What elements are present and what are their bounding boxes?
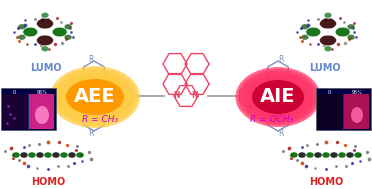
- Ellipse shape: [18, 24, 26, 29]
- Ellipse shape: [246, 75, 311, 119]
- Text: AEE: AEE: [74, 88, 116, 106]
- Ellipse shape: [235, 67, 321, 127]
- Text: N: N: [174, 91, 180, 101]
- Ellipse shape: [324, 46, 332, 51]
- Ellipse shape: [320, 18, 336, 29]
- Text: R: R: [88, 54, 94, 64]
- Ellipse shape: [338, 152, 346, 158]
- Text: R: R: [278, 54, 284, 64]
- Ellipse shape: [76, 152, 84, 158]
- Ellipse shape: [301, 35, 309, 40]
- Ellipse shape: [248, 77, 308, 117]
- Ellipse shape: [238, 69, 318, 125]
- Ellipse shape: [62, 76, 128, 118]
- Ellipse shape: [52, 68, 138, 126]
- Ellipse shape: [52, 27, 67, 37]
- Ellipse shape: [64, 35, 72, 40]
- Ellipse shape: [23, 27, 38, 37]
- Ellipse shape: [301, 24, 309, 29]
- Text: 0: 0: [327, 90, 331, 94]
- Ellipse shape: [58, 72, 132, 122]
- Ellipse shape: [314, 152, 322, 158]
- Text: R: R: [88, 129, 94, 138]
- Text: N: N: [192, 91, 198, 101]
- Ellipse shape: [330, 152, 338, 158]
- FancyBboxPatch shape: [1, 88, 56, 130]
- Text: R = CH₃: R = CH₃: [82, 115, 118, 125]
- Ellipse shape: [68, 152, 76, 158]
- Ellipse shape: [252, 80, 304, 114]
- Ellipse shape: [351, 107, 363, 123]
- Ellipse shape: [241, 71, 315, 123]
- Text: AIE: AIE: [260, 88, 296, 106]
- Text: R: R: [278, 129, 284, 138]
- Ellipse shape: [290, 152, 298, 158]
- Ellipse shape: [41, 13, 49, 18]
- Ellipse shape: [298, 152, 306, 158]
- Text: N: N: [108, 91, 114, 101]
- Ellipse shape: [64, 24, 72, 29]
- Ellipse shape: [346, 152, 354, 158]
- Text: 0: 0: [12, 90, 16, 94]
- Ellipse shape: [306, 27, 321, 37]
- FancyBboxPatch shape: [29, 94, 54, 129]
- Ellipse shape: [41, 46, 49, 51]
- Ellipse shape: [55, 70, 135, 124]
- Text: N: N: [258, 91, 264, 101]
- FancyBboxPatch shape: [2, 94, 27, 129]
- Ellipse shape: [36, 35, 54, 46]
- Ellipse shape: [306, 152, 314, 158]
- Text: 95%: 95%: [352, 90, 362, 94]
- Text: LUMO: LUMO: [30, 63, 62, 73]
- Text: HOMO: HOMO: [309, 177, 343, 187]
- Ellipse shape: [35, 106, 49, 124]
- Ellipse shape: [322, 152, 330, 158]
- Ellipse shape: [44, 152, 52, 158]
- Ellipse shape: [324, 13, 332, 18]
- Ellipse shape: [66, 79, 124, 115]
- Text: HOMO: HOMO: [31, 177, 65, 187]
- Ellipse shape: [60, 74, 130, 120]
- Text: R = OCH₃: R = OCH₃: [250, 115, 294, 125]
- Ellipse shape: [347, 24, 355, 29]
- Text: 95%: 95%: [36, 90, 47, 94]
- Ellipse shape: [12, 152, 20, 158]
- Ellipse shape: [52, 152, 60, 158]
- Ellipse shape: [335, 27, 350, 37]
- Ellipse shape: [28, 152, 36, 158]
- Ellipse shape: [36, 152, 44, 158]
- Ellipse shape: [320, 35, 336, 46]
- Ellipse shape: [60, 152, 68, 158]
- Ellipse shape: [20, 152, 28, 158]
- Ellipse shape: [36, 18, 54, 29]
- Ellipse shape: [18, 35, 26, 40]
- Ellipse shape: [50, 66, 140, 128]
- Ellipse shape: [354, 152, 362, 158]
- FancyBboxPatch shape: [317, 94, 342, 129]
- FancyBboxPatch shape: [344, 94, 369, 129]
- Ellipse shape: [243, 73, 313, 121]
- Text: LUMO: LUMO: [309, 63, 341, 73]
- Ellipse shape: [347, 35, 355, 40]
- FancyBboxPatch shape: [316, 88, 371, 130]
